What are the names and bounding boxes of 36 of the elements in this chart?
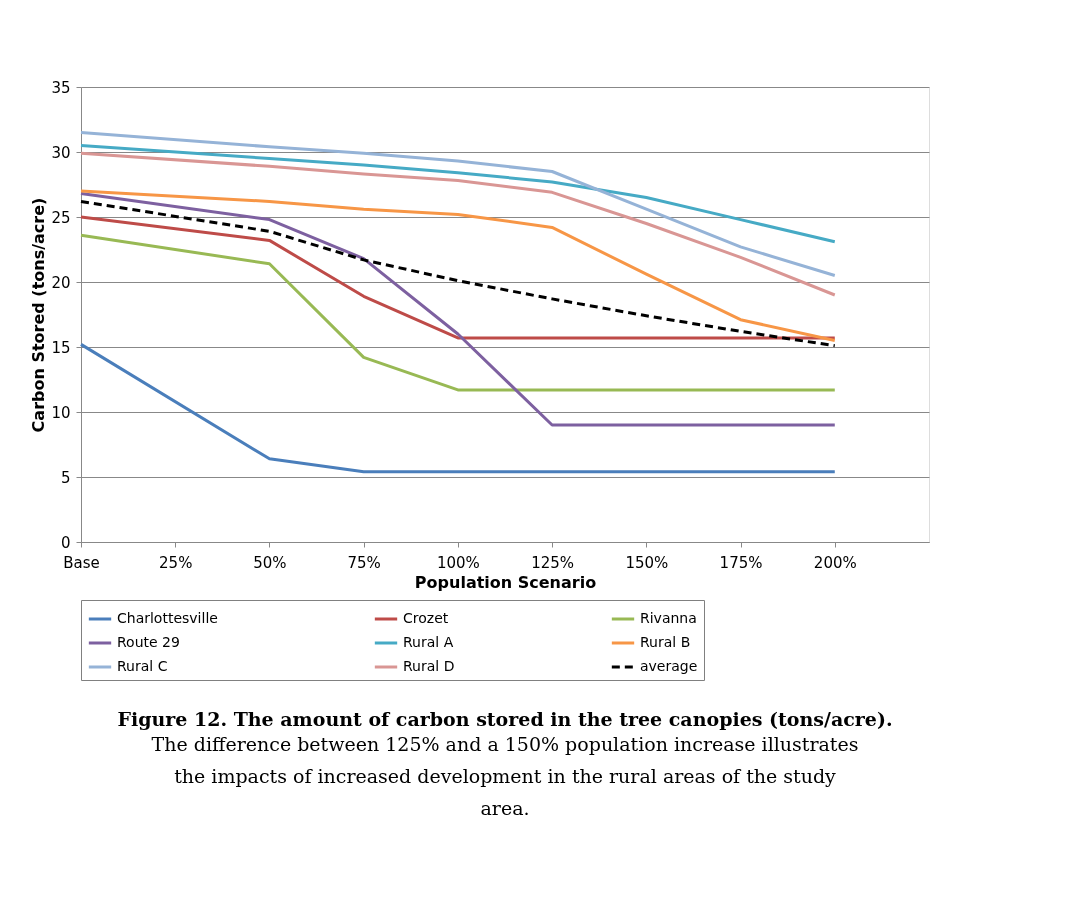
x-tick-label: 25% [159, 553, 193, 572]
line-series [79, 215, 837, 340]
y-tick-label: 15 [51, 338, 71, 357]
x-tick-label: 50% [253, 553, 287, 572]
x-axis-title: Population Scenario [414, 572, 597, 592]
y-axis-title: Carbon Stored (tons/acre) [29, 197, 49, 433]
legend-label: Charlottesville [117, 610, 218, 626]
y-tick-label: 10 [51, 403, 71, 422]
line-series [79, 233, 837, 392]
x-tick-label: 150% [625, 553, 669, 572]
x-tick-label: 125% [531, 553, 575, 572]
x-tick-label: 75% [347, 553, 381, 572]
x-tick-label: 100% [436, 553, 480, 572]
x-tick-label: Base [63, 553, 100, 572]
caption: Figure 12. The amount of carbon stored in the tree canopies (tons/acre). [117, 707, 893, 730]
line-series [79, 144, 837, 244]
legend-label: Rivanna [640, 610, 697, 626]
y-tick-label: 25 [51, 208, 71, 227]
y-tick-label: 30 [51, 143, 71, 162]
y-tick-label: 35 [51, 78, 71, 97]
legend-label: Rural D [403, 658, 455, 674]
x-tick-label: 200% [813, 553, 857, 572]
text: The difference between 125% and a 150% population increase illustrates the impacts of increased development in the rural areas of the study area. [151, 732, 859, 819]
line-series [79, 131, 837, 277]
y-tick-label: 20 [51, 273, 71, 292]
y-tick-label: 5 [60, 468, 71, 487]
legend-label: Rural B [640, 634, 691, 650]
x-tick-label: 175% [719, 553, 763, 572]
line-series [79, 151, 837, 297]
legend-label: average [640, 658, 698, 674]
legend-label: Route 29 [117, 634, 180, 650]
legend-label: Rural A [403, 634, 454, 650]
line-series [79, 192, 837, 427]
legend-label: Rural C [117, 658, 168, 674]
y-tick-label: 0 [60, 533, 71, 552]
legend-label: Crozet [403, 610, 449, 626]
